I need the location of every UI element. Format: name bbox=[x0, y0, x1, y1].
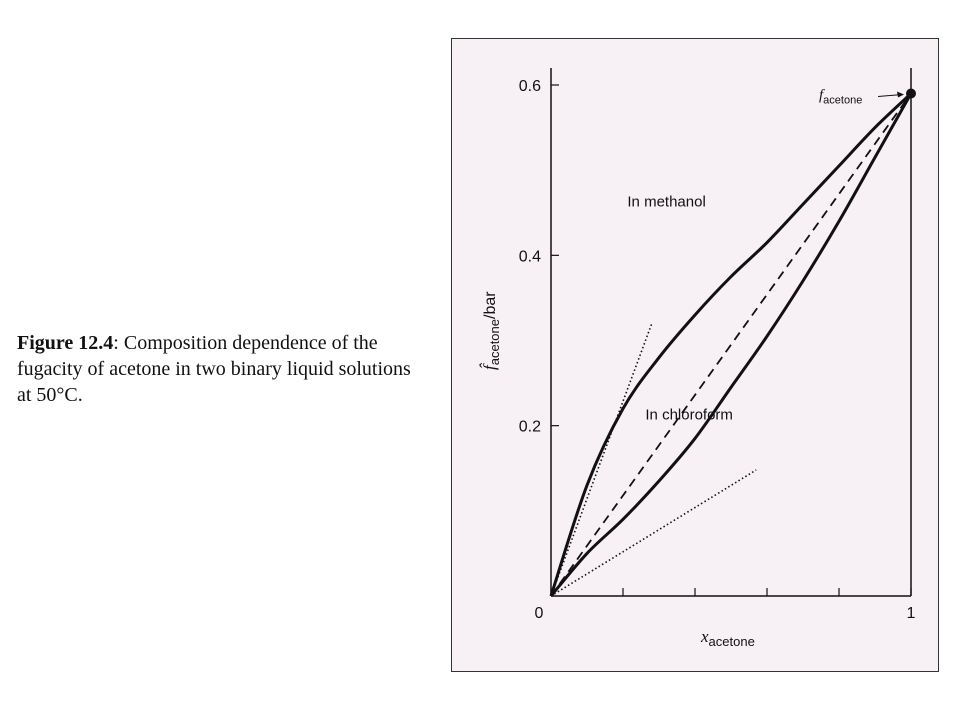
fugacity-chart: 0 1 0.2 0.4 0.6 In methanol In chloroform face… bbox=[479, 68, 916, 649]
y-tick-label-3: 0.6 bbox=[519, 78, 541, 95]
annotation-f-acetone: facetone bbox=[819, 88, 862, 107]
series-dashed-2 bbox=[550, 92, 912, 597]
figure-caption-text: : Composition dependence of the fugacity… bbox=[17, 332, 411, 406]
y-axis-label: f̂acetone/bar bbox=[479, 291, 502, 370]
x-axis-label: xacetone bbox=[700, 627, 755, 649]
annotation-in-methanol: In methanol bbox=[627, 193, 705, 210]
figure-caption: Figure 12.4: Composition dependence of t… bbox=[17, 330, 417, 408]
series-in-methanol bbox=[549, 92, 913, 597]
annotation-in-chloroform: In chloroform bbox=[645, 406, 733, 423]
series-in-chloroform bbox=[549, 92, 913, 597]
x-tick-label-0: 0 bbox=[535, 605, 544, 622]
annotation-arrow-head bbox=[897, 91, 904, 98]
x-tick-label-1: 1 bbox=[907, 605, 916, 622]
y-tick-label-1: 0.2 bbox=[519, 419, 541, 436]
figure-label: Figure 12.4 bbox=[17, 332, 114, 354]
series-dotted-4 bbox=[550, 469, 757, 597]
series-dotted-3 bbox=[550, 323, 653, 597]
pure-acetone-point bbox=[906, 88, 916, 99]
y-tick-label-2: 0.4 bbox=[519, 248, 541, 265]
